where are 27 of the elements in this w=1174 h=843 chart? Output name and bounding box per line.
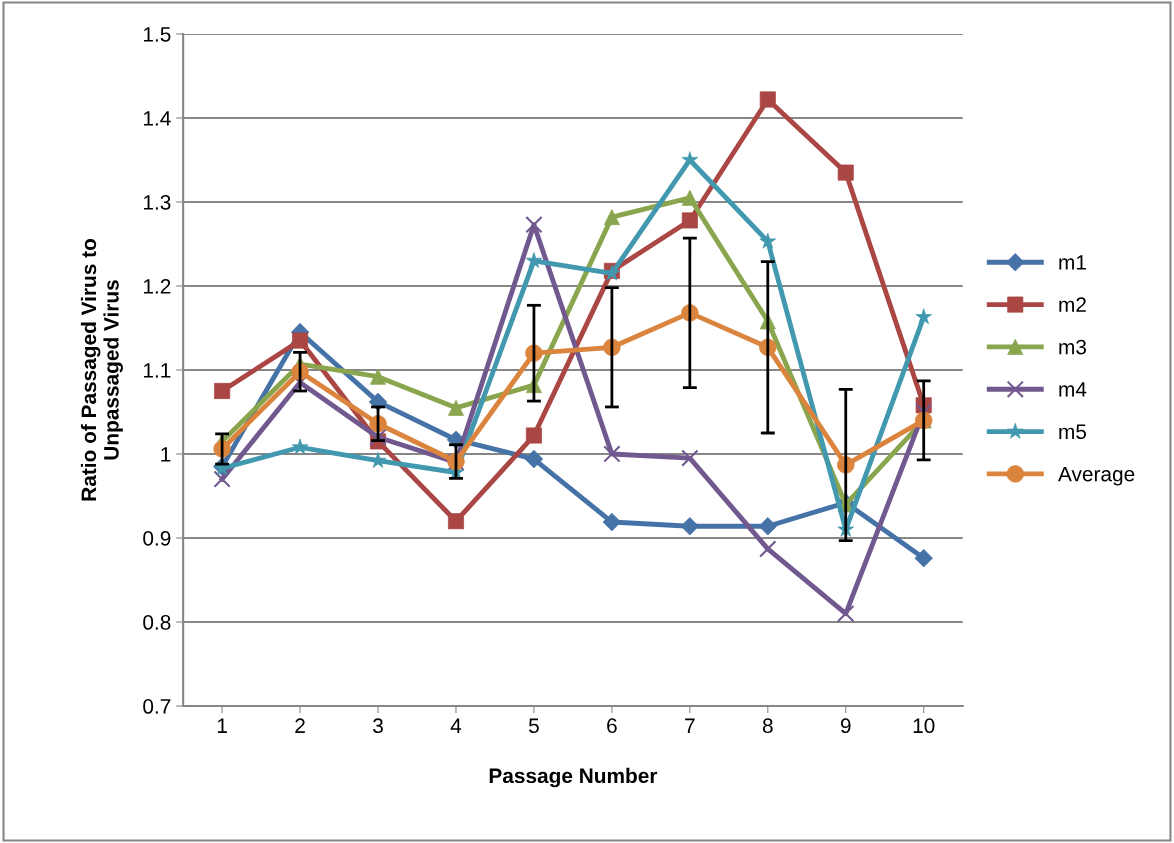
x-tick-label: 2 — [295, 718, 305, 733]
legend-label: m2 — [1059, 297, 1086, 312]
y-tick-label: 1.3 — [143, 194, 171, 210]
x-tick-label: 3 — [373, 718, 383, 734]
legend-label: m4 — [1059, 382, 1087, 397]
x-tick-label: 6 — [607, 718, 617, 734]
legend-label: m1 — [1059, 255, 1086, 270]
x-tick-label: 10 — [913, 718, 935, 734]
y-tick-label: 0.9 — [143, 531, 171, 546]
legend-label: m3 — [1059, 339, 1086, 355]
y-tick-label: 1.2 — [143, 278, 171, 294]
y-tick-label: 1.1 — [143, 363, 171, 378]
x-tick-label: 4 — [450, 718, 462, 733]
x-tick-label: 5 — [528, 718, 539, 734]
x-tick-label: 8 — [762, 718, 773, 734]
x-tick-label: 9 — [840, 718, 851, 734]
y-tick-label: 1.4 — [143, 111, 171, 126]
y-tick-label: 0.7 — [143, 699, 171, 714]
y-tick-label: 1 — [161, 447, 171, 462]
legend-label: Average — [1058, 466, 1135, 486]
legend-label: m5 — [1059, 424, 1087, 440]
x-tick-label: 1 — [217, 718, 227, 733]
x-axis-title: Passage Number — [489, 767, 658, 788]
x-tick-label: 7 — [685, 718, 695, 733]
y-tick-label: 0.8 — [143, 615, 171, 630]
y-axis-title: Ratio of Passaged Virus to Unpassaged Virus — [80, 239, 123, 501]
y-tick-label: 1.5 — [143, 27, 171, 42]
